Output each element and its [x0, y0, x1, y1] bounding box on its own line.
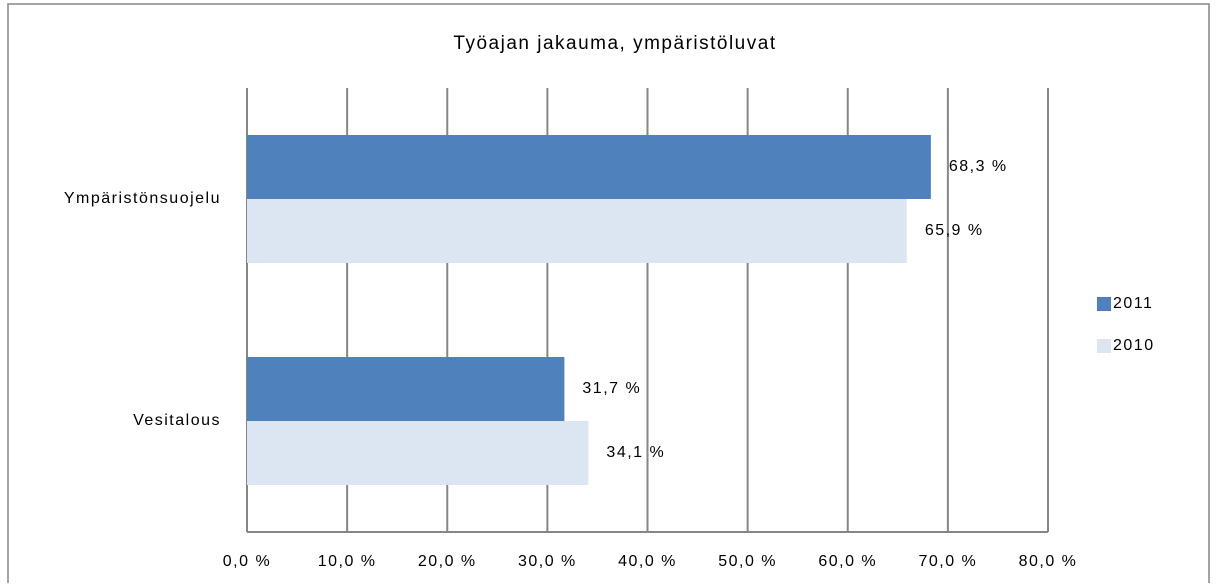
x-tick-label: 70,0 % — [918, 553, 977, 570]
x-tick-label: 0,0 % — [223, 553, 271, 570]
legend-swatch — [1097, 339, 1111, 353]
value-label: 34,1 % — [606, 444, 665, 461]
y-tick-label: Ympäristönsuojelu — [64, 190, 221, 207]
y-tick-label: Vesitalous — [133, 412, 221, 429]
bar — [247, 199, 907, 263]
x-tick-label: 60,0 % — [818, 553, 877, 570]
chart-title: Työajan jakauma, ympäristöluvat — [453, 33, 776, 54]
x-tick-label: 20,0 % — [418, 553, 477, 570]
value-label: 65,9 % — [925, 222, 984, 239]
bar — [247, 421, 589, 485]
value-label: 68,3 % — [949, 158, 1008, 175]
bar — [247, 357, 565, 421]
legend-label: 2010 — [1113, 337, 1155, 354]
legend-label: 2011 — [1113, 295, 1153, 312]
x-tick-label: 30,0 % — [518, 553, 577, 570]
x-tick-label: 40,0 % — [618, 553, 677, 570]
bar — [247, 135, 931, 199]
legend-swatch — [1097, 297, 1111, 311]
value-label: 31,7 % — [582, 380, 641, 397]
x-tick-label: 80,0 % — [1019, 553, 1078, 570]
x-tick-label: 50,0 % — [718, 553, 777, 570]
x-tick-label: 10,0 % — [318, 553, 377, 570]
chart-frame — [7, 3, 1210, 588]
